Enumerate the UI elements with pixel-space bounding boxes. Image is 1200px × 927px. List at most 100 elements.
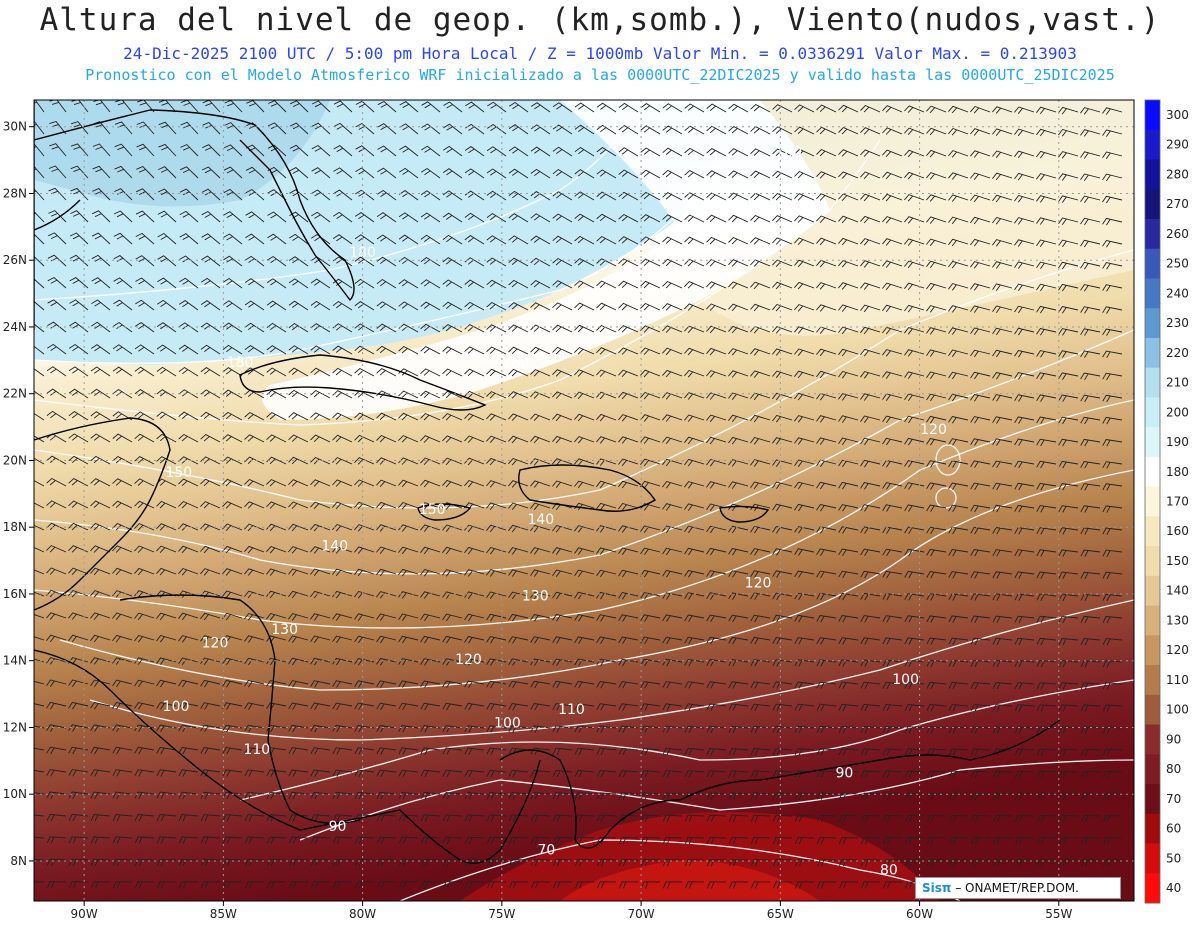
wind-barb <box>684 103 705 113</box>
wind-barb <box>376 680 397 688</box>
wind-barb <box>904 482 925 490</box>
wind-barb <box>399 101 419 113</box>
wind-barb <box>882 349 903 357</box>
wind-barb <box>1014 637 1035 646</box>
wind-barb <box>882 149 903 158</box>
wind-barb <box>816 415 837 423</box>
wind-barb <box>706 770 727 778</box>
wind-barb <box>222 881 243 889</box>
wind-barb <box>816 503 837 512</box>
wind-barb <box>728 681 749 689</box>
wind-barb <box>640 503 661 511</box>
wind-barb <box>156 456 177 465</box>
wind-barb <box>706 636 727 645</box>
wind-barb <box>596 235 617 245</box>
wind-barb <box>1102 770 1123 779</box>
wind-barb <box>222 456 243 465</box>
wind-barb <box>794 437 815 445</box>
wind-barb <box>772 592 793 601</box>
colorbar-label: 180 <box>1166 465 1189 479</box>
wind-barb <box>662 147 683 157</box>
wind-barb <box>618 636 639 644</box>
wind-barb <box>1058 527 1079 535</box>
jamaica <box>417 503 472 521</box>
wind-barb <box>1058 815 1079 823</box>
wind-barb <box>398 769 419 778</box>
colorbar-swatch <box>1145 754 1160 785</box>
wind-barb <box>354 858 375 867</box>
wind-barb <box>794 526 815 534</box>
wind-barb <box>134 858 155 867</box>
wind-barb <box>530 680 551 689</box>
wind-barb <box>926 305 947 313</box>
wind-barb <box>816 659 837 667</box>
wind-barb <box>706 392 727 400</box>
wind-barb <box>1080 261 1101 270</box>
wind-barb <box>992 239 1013 247</box>
wind-barb <box>288 836 309 844</box>
wind-barb <box>508 502 529 510</box>
wind-barb <box>1102 593 1123 602</box>
wind-barb <box>816 570 837 579</box>
wind-barb <box>1058 505 1079 513</box>
colorbar-swatch <box>1145 843 1160 874</box>
wind-barb <box>377 167 397 179</box>
wind-barb <box>860 548 881 557</box>
wind-barb <box>464 747 485 755</box>
wind-barb <box>156 881 177 889</box>
yucatan-coast <box>34 417 171 611</box>
wind-barb <box>114 165 133 179</box>
wind-barb <box>1014 615 1035 624</box>
wind-barb <box>244 657 265 666</box>
wind-barb <box>640 258 661 267</box>
wind-barb <box>156 523 177 531</box>
wind-barb <box>860 681 881 690</box>
wind-barb <box>992 504 1013 513</box>
wind-barb <box>112 679 133 688</box>
wind-barb <box>574 280 595 289</box>
colorbar-swatch <box>1145 635 1160 666</box>
contour-label: 160 <box>775 145 802 161</box>
wind-barb <box>640 525 661 533</box>
wind-barb <box>134 433 155 443</box>
wind-barb <box>115 100 133 113</box>
wind-barb <box>1014 682 1035 690</box>
wind-barb <box>201 210 221 223</box>
wind-barb <box>1058 372 1079 380</box>
lat-tick-label: 20N <box>3 453 27 467</box>
wind-barb <box>838 437 859 446</box>
wind-barb <box>750 681 771 689</box>
wind-barb <box>244 278 265 289</box>
wind-barb <box>90 500 111 509</box>
wind-barb <box>377 123 397 135</box>
wind-barb <box>288 345 309 355</box>
wind-barb <box>34 547 45 553</box>
wind-barb <box>728 325 749 334</box>
wind-barb <box>772 681 793 689</box>
wind-barb <box>442 390 463 399</box>
wind-barb <box>113 277 133 289</box>
wind-barb <box>398 680 419 688</box>
wind-barb <box>1014 327 1035 336</box>
wind-barb <box>508 480 529 488</box>
colorbar-swatch <box>1145 724 1160 755</box>
wind-barb <box>816 703 837 712</box>
wind-barb <box>772 525 793 534</box>
wind-barb <box>640 280 661 289</box>
wind-barb <box>684 614 705 622</box>
wind-barb <box>838 504 859 512</box>
wind-barb <box>552 213 573 223</box>
wind-barb <box>574 391 595 400</box>
wind-barb <box>618 614 639 622</box>
wind-barb <box>948 549 969 557</box>
wind-barb <box>354 702 375 711</box>
wind-barb <box>310 568 331 576</box>
wind-barb <box>992 527 1013 535</box>
wind-barb <box>90 657 111 665</box>
wind-barb <box>926 859 947 867</box>
wind-barb <box>948 704 969 712</box>
wind-barb <box>882 193 903 202</box>
wind-barb <box>706 881 727 889</box>
wind-barb <box>288 501 309 509</box>
wind-barb <box>948 770 969 778</box>
